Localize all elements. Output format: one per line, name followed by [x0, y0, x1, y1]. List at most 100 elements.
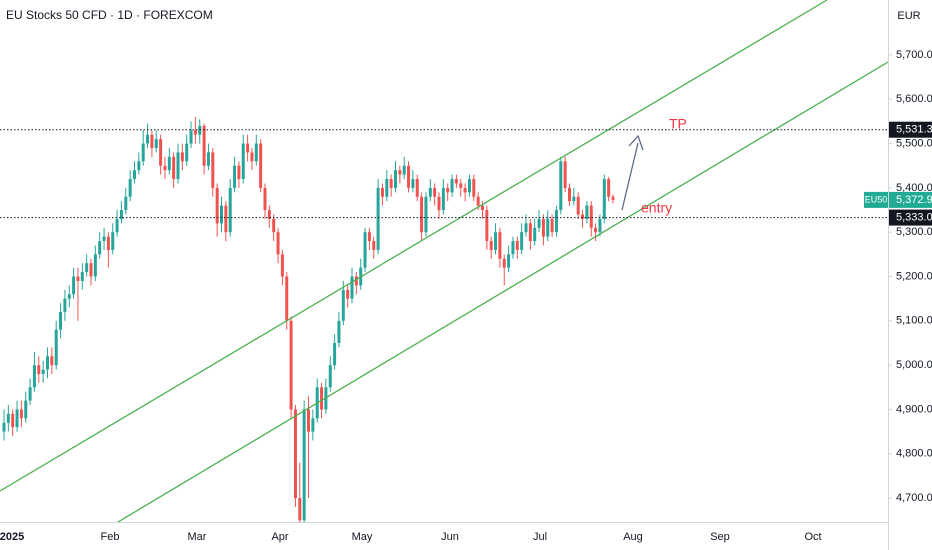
candle-body [298, 498, 302, 521]
y-tick-label: 5,100.0 [896, 315, 932, 327]
candle-body [328, 365, 332, 388]
candle-body [185, 143, 189, 162]
candle-body [241, 143, 245, 180]
candle-body [250, 152, 254, 162]
candles [2, 116, 615, 522]
candle-body [267, 210, 271, 219]
candle-body [333, 342, 337, 366]
candle-body [198, 125, 202, 135]
candle-body [159, 139, 163, 166]
candle-body [146, 134, 150, 144]
x-tick-label: Apr [271, 531, 288, 543]
candle-body [67, 294, 71, 299]
chart-title: EU Stocks 50 CFD · 1D · FOREXCOM [6, 8, 213, 22]
candle-body [507, 254, 511, 268]
candle-body [224, 205, 228, 233]
candle-body [28, 387, 32, 401]
candle-body [37, 365, 41, 374]
candle-body [446, 187, 450, 193]
candle-body [350, 276, 354, 299]
candle-body [537, 218, 541, 228]
candle-body [89, 263, 93, 277]
candle-body [76, 276, 80, 281]
candle-body [211, 152, 215, 188]
candle-body [237, 165, 241, 180]
x-tick-label: Oct [804, 531, 821, 543]
candle-body [254, 143, 258, 162]
arrow-head [628, 134, 644, 151]
tp-label: TP [669, 116, 687, 132]
candle-body [80, 272, 84, 281]
candle-body [502, 258, 506, 268]
candle-body [111, 232, 115, 250]
candle-body [385, 179, 389, 197]
candle-body [302, 409, 306, 521]
y-tick-label: 4,900.0 [896, 403, 932, 415]
y-tick-label: 5,400.0 [896, 182, 932, 194]
candle-body [119, 210, 123, 219]
x-tick-label: Jun [441, 531, 459, 543]
candle-body [24, 400, 28, 419]
candle-body [85, 263, 89, 273]
candle-body [289, 320, 293, 410]
x-tick-label: Sep [710, 531, 730, 543]
candle-body [424, 196, 428, 233]
candle-body [259, 143, 263, 188]
candle-body [376, 187, 380, 250]
symbol-tag [864, 191, 888, 208]
candle-body [415, 179, 419, 197]
candle-body [337, 320, 341, 343]
candle-body [441, 187, 445, 211]
candle-body [576, 196, 580, 215]
channel-upper [0, 0, 828, 492]
candle-body [467, 179, 471, 193]
candle-body [133, 170, 136, 180]
candle-body [594, 227, 598, 233]
symbol-label: EU50 [865, 194, 888, 204]
y-tick-label: 4,700.0 [896, 492, 932, 504]
candle-body [137, 161, 141, 171]
candle-body [563, 161, 567, 188]
price-level-tag [889, 121, 932, 138]
x-tick-label: Feb [101, 531, 120, 543]
candle-body [311, 418, 315, 432]
candle-body [454, 179, 458, 184]
candle-body [6, 413, 10, 423]
candle-body [72, 276, 76, 295]
candle-body [115, 218, 119, 233]
candle-body [307, 409, 310, 432]
candle-body [437, 196, 441, 211]
candle-body [589, 205, 593, 228]
candle-body [559, 161, 563, 211]
candle-body [228, 187, 232, 233]
candle-body [602, 179, 606, 219]
candle-body [363, 232, 367, 268]
candle-body [341, 289, 345, 321]
candle-body [485, 210, 489, 242]
candle-body [367, 232, 371, 242]
y-tick-label: 5,600.0 [896, 93, 932, 105]
candle-body [402, 165, 406, 175]
candle-body [150, 134, 154, 149]
channel-lower [117, 61, 888, 522]
candle-body [172, 156, 176, 180]
candle-body [581, 214, 585, 219]
candle-body [11, 413, 15, 428]
candle-body [463, 187, 467, 193]
y-tick-label: 5,500.0 [896, 137, 932, 149]
candle-body [272, 218, 276, 233]
drawings [0, 0, 888, 522]
candle-body [380, 187, 384, 197]
candle-body [611, 196, 615, 200]
candle-body [433, 187, 437, 197]
candle-body [550, 218, 554, 233]
candle-body [520, 232, 524, 250]
candle-body [489, 241, 493, 250]
candle-body [106, 236, 110, 250]
candle-body [481, 205, 484, 211]
candle-body [407, 165, 411, 188]
candle-body [372, 241, 376, 250]
candle-body [46, 356, 49, 370]
candle-body [15, 409, 19, 428]
